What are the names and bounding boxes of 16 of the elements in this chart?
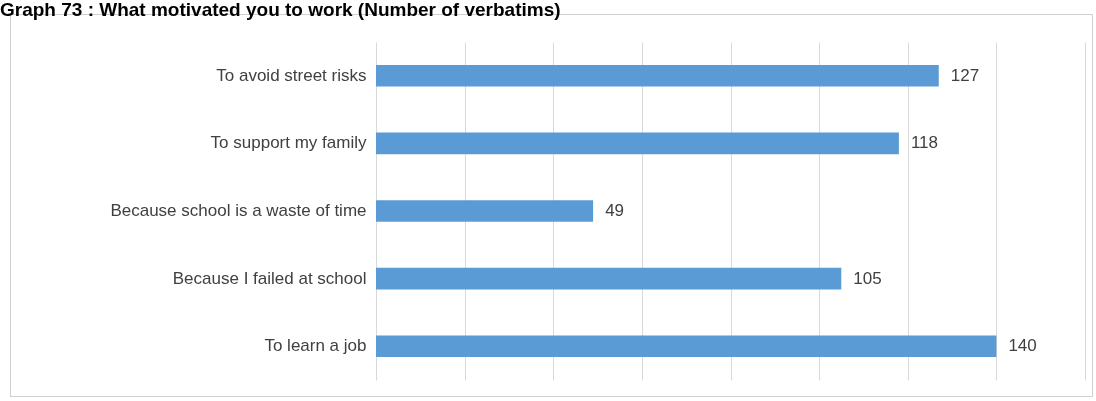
- y-tick-label: To avoid street risks: [216, 65, 367, 85]
- y-tick-label: Because school is a waste of time: [110, 201, 367, 220]
- y-tick-label: To support my family: [210, 133, 367, 153]
- y-tick-label: Because I failed at school: [172, 268, 367, 288]
- data-label: 49: [605, 201, 625, 220]
- chart-title: Graph 73 : What motivated you to work (Number of verbatims): [0, 0, 561, 20]
- bar: [376, 64, 939, 87]
- y-tick-label: To learn a job: [264, 336, 367, 356]
- bar: [376, 335, 997, 358]
- data-label: 127: [950, 65, 980, 85]
- bar: [376, 200, 594, 222]
- bar: [376, 132, 899, 155]
- bar: [376, 267, 842, 290]
- data-label: 105: [853, 268, 882, 288]
- data-label: 118: [910, 133, 938, 153]
- data-label: 140: [1008, 336, 1037, 356]
